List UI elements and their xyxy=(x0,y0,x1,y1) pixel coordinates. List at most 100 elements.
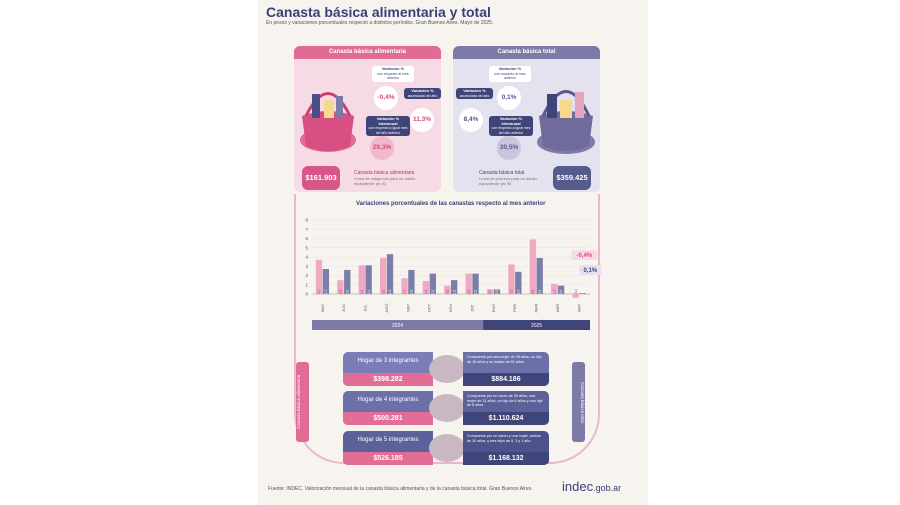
household-3-cba: $398.282 xyxy=(343,373,433,386)
data-label: 3,9 xyxy=(538,290,542,295)
cbt-interanual-tag: Variación % interanual con respecto a igu… xyxy=(489,116,533,136)
x-tick-label: JUL xyxy=(363,304,368,312)
bar-cbt xyxy=(429,273,436,294)
cba-basket-icon xyxy=(300,92,356,152)
data-label: 3,2 xyxy=(510,290,514,295)
data-label: 0,9 xyxy=(445,290,449,295)
data-label: 0,5 xyxy=(488,290,492,295)
x-tick-label: NOV xyxy=(448,303,453,312)
page-title: Canasta básica alimentaria y total xyxy=(266,4,491,20)
cbt-card-heading: Canasta básica total xyxy=(453,46,600,59)
data-label: 3,9 xyxy=(381,290,385,295)
y-tick-label: 2 xyxy=(305,273,308,278)
y-tick-label: 0 xyxy=(305,292,308,297)
bar-cbt xyxy=(451,280,458,294)
year-label-2024: 2024 xyxy=(392,323,403,329)
cbt-card: Canasta básica total Variación % con resp… xyxy=(453,46,600,192)
bar-cbt xyxy=(493,289,501,294)
bar-cbt xyxy=(557,285,565,294)
cba-month-tag: Variación % con respecto al mes anterior xyxy=(372,66,414,82)
data-label: 2,6 xyxy=(345,290,349,295)
data-label: 1,1 xyxy=(552,290,556,295)
household-3-desc: Compuesto por una mujer de 35 años, su h… xyxy=(467,355,542,364)
x-tick-label: JUN xyxy=(341,304,346,312)
footer-source: Fuente: INDEC. Valorización mensual de l… xyxy=(268,486,533,492)
household-4-right: Compuesto por un varón de 35 años, una m… xyxy=(463,391,549,425)
cbt-basket-icon xyxy=(537,90,595,154)
x-tick-label: MAY xyxy=(576,303,581,312)
bar-cbt xyxy=(322,269,330,294)
household-3-title: Hogar de 3 integrantes xyxy=(357,358,419,364)
data-label: 1,5 xyxy=(452,290,456,295)
household-4-desc: Compuesto por un varón de 35 años, una m… xyxy=(467,394,543,408)
household-4-cba: $500.281 xyxy=(343,412,433,425)
page-subtitle: En pesos y variaciones porcentuales resp… xyxy=(266,20,494,26)
x-tick-label: MAY xyxy=(320,303,325,312)
bar-cbt xyxy=(515,271,522,294)
household-3-right: Compuesto por una mujer de 35 años, su h… xyxy=(463,352,549,386)
family-3-icon xyxy=(429,355,465,383)
household-4-left: Hogar de 4 integrantes $500.281 xyxy=(343,391,433,425)
data-label: 2,4 xyxy=(516,290,520,295)
year-band-2024 xyxy=(312,320,484,330)
data-label: 2,2 xyxy=(467,290,471,295)
callout-cbt-box xyxy=(579,265,602,275)
bar-cba xyxy=(380,257,387,294)
x-tick-label: DIC xyxy=(469,304,474,311)
data-label: 4,3 xyxy=(388,290,392,295)
family-4-icon xyxy=(429,394,465,422)
cba-interanual-value: 29,3% xyxy=(370,136,394,160)
data-label: 1,7 xyxy=(403,290,407,295)
callout-cbt: 0,1% xyxy=(583,268,597,274)
bar-cbt xyxy=(536,257,543,294)
cba-label: Canasta básica alimentaria Línea de indig… xyxy=(354,170,416,186)
household-3: Hogar de 3 integrantes $398.282 Compuest… xyxy=(343,352,549,386)
cba-year-value: 11,3% xyxy=(410,108,434,132)
cbt-month-value: 0,1% xyxy=(497,86,521,110)
side-label-cba: Canasta básica alimentaria xyxy=(296,362,309,442)
cbt-label: Canasta básica total Línea de pobreza par… xyxy=(479,170,537,186)
data-label: 1,5 xyxy=(339,290,343,295)
y-tick-label: 5 xyxy=(305,245,308,250)
household-5-cba: $526.185 xyxy=(343,452,433,465)
logo-domain: .gob.ar xyxy=(593,483,622,493)
cbt-year-value: 8,4% xyxy=(459,108,483,132)
cbt-price: $359.425 xyxy=(553,166,591,190)
household-5-desc: Compuesto por un varón y una mujer, ambo… xyxy=(467,434,541,443)
data-label: 2,2 xyxy=(474,290,478,295)
cba-card: Canasta básica alimentaria Variación % co… xyxy=(294,46,441,192)
data-label: 5,9 xyxy=(531,290,535,295)
callout-cba: -0,4% xyxy=(576,253,592,259)
household-5-left: Hogar de 5 integrantes $526.185 xyxy=(343,431,433,465)
x-tick-label: MAR xyxy=(534,303,539,312)
bar-cba xyxy=(529,239,537,294)
y-tick-label: 7 xyxy=(305,227,308,232)
bar-cbt xyxy=(472,273,479,294)
chart-title: Variaciones porcentuales de las canastas… xyxy=(356,201,546,207)
household-4-cbt: $1.110.624 xyxy=(463,412,549,425)
data-label: 2,7 xyxy=(324,290,328,295)
bar-cbt xyxy=(344,269,351,294)
household-5-title: Hogar de 5 integrantes xyxy=(357,437,419,443)
household-5: Hogar de 5 integrantes $526.185 Compuest… xyxy=(343,431,549,465)
bar-cba xyxy=(401,278,408,294)
household-4: Hogar de 4 integrantes $500.281 Compuest… xyxy=(343,391,549,425)
cbt-year-tag: Variación % acumulada del año xyxy=(456,88,493,99)
cba-month-value: -0,4% xyxy=(374,86,398,110)
y-tick-label: 1 xyxy=(305,282,308,287)
y-tick-label: 8 xyxy=(305,218,308,223)
x-tick-label: ENE xyxy=(491,304,496,313)
bar-cba xyxy=(551,283,558,294)
bar-cba xyxy=(465,273,472,294)
cba-interanual-tag: Variación % interanual con respecto a igu… xyxy=(366,116,410,136)
bar-cbt xyxy=(386,254,394,294)
indec-logo[interactable]: indec.gob.ar xyxy=(562,479,621,494)
bar-cbt xyxy=(365,265,372,294)
cba-price: $161.903 xyxy=(302,166,340,190)
data-label: 2,2 xyxy=(431,290,435,295)
chart-frame xyxy=(294,194,600,464)
y-tick-label: 3 xyxy=(305,264,308,269)
bar-cba xyxy=(422,281,430,294)
bar-cba xyxy=(444,285,451,294)
household-3-left: Hogar de 3 integrantes $398.282 xyxy=(343,352,433,386)
